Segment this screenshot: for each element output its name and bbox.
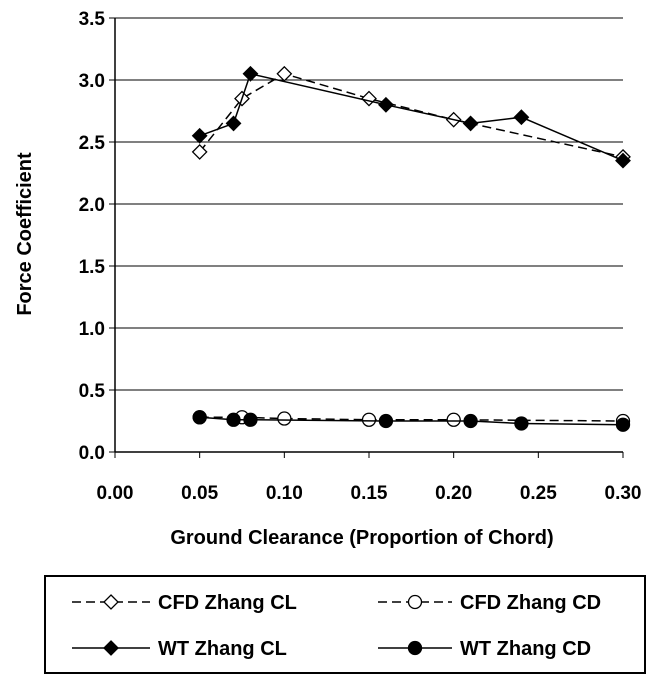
x-tick-label: 0.30	[605, 483, 642, 504]
series-cfd-zhang-cl	[191, 65, 631, 165]
data-point	[446, 412, 461, 427]
y-tick-label: 1.5	[79, 257, 106, 278]
data-point	[615, 417, 631, 432]
series-wt-zhang-cd	[192, 410, 631, 432]
y-tick-label: 1.0	[79, 319, 105, 340]
series	[191, 65, 631, 432]
y-tick-label: 2.5	[79, 133, 106, 154]
data-point	[191, 144, 208, 160]
x-tick-label: 0.20	[435, 483, 472, 504]
legend-label: CFD Zhang CL	[158, 592, 297, 614]
y-tick-labels: 0.0 0.5 1.0 1.5 2.0 2.5 3.0 3.5	[79, 9, 106, 464]
series-line	[199, 72, 624, 158]
data-point	[191, 127, 208, 144]
data-point	[277, 411, 292, 426]
x-tick-label: 0.05	[181, 483, 218, 504]
data-point	[378, 96, 394, 113]
data-point	[276, 65, 293, 82]
legend-marker	[103, 640, 119, 656]
legend-marker	[407, 594, 423, 610]
data-point	[378, 413, 394, 429]
y-tick-label: 2.0	[79, 195, 105, 216]
data-point	[615, 152, 631, 169]
legend-entry-cfd-zhang-cl: CFD Zhang CL	[72, 592, 297, 614]
data-point	[192, 410, 207, 425]
data-point	[463, 413, 478, 429]
legend-items: CFD Zhang CL CFD Zhang CD WT Zhang CL WT Zh…	[72, 592, 601, 660]
legend-entry-cfd-zhang-cd: CFD Zhang CD	[378, 592, 601, 614]
x-tick-label: 0.00	[97, 483, 134, 504]
y-tick-label: 0.0	[79, 443, 105, 464]
data-point	[243, 412, 258, 427]
x-axis-label: Ground Clearance (Proportion of Chord)	[170, 527, 553, 549]
data-point	[361, 412, 377, 427]
data-point	[361, 90, 377, 107]
y-tick-label: 3.0	[79, 71, 105, 92]
grid	[115, 17, 623, 391]
legend-label: CFD Zhang CD	[460, 592, 601, 614]
data-point	[514, 416, 529, 431]
x-tick-labels: 0.00 0.05 0.10 0.15 0.20 0.25 0.30	[97, 483, 642, 504]
legend-label: WT Zhang CL	[158, 638, 287, 660]
legend-box	[44, 575, 646, 674]
data-point	[513, 109, 530, 126]
axes	[109, 17, 624, 458]
data-point	[462, 115, 479, 132]
series-wt-zhang-cl	[191, 65, 631, 169]
y-axis-label: Force Coefficient	[14, 152, 36, 316]
data-point	[242, 65, 259, 82]
legend-label: WT Zhang CD	[460, 638, 591, 660]
legend: CFD Zhang CL CFD Zhang CD WT Zhang CL WT Zh…	[44, 575, 646, 674]
legend-entry-wt-zhang-cl: WT Zhang CL	[72, 638, 287, 660]
data-point	[226, 412, 241, 427]
x-tick-label: 0.25	[520, 483, 557, 504]
y-tick-label: 0.5	[79, 381, 106, 402]
legend-entry-wt-zhang-cd: WT Zhang CD	[378, 638, 591, 660]
y-tick-label: 3.5	[79, 9, 106, 30]
data-point	[225, 115, 242, 132]
legend-marker	[103, 594, 119, 610]
legend-marker	[407, 640, 423, 656]
x-tick-label: 0.15	[351, 483, 388, 504]
x-tick-label: 0.10	[266, 483, 303, 504]
